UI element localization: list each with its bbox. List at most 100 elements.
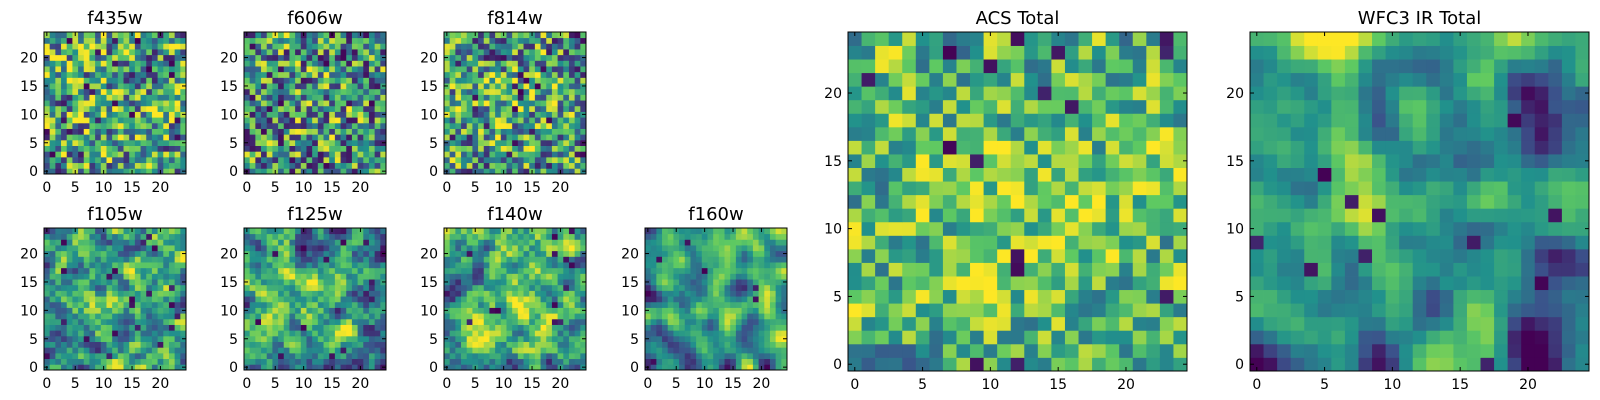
heatmap-cell <box>55 347 62 354</box>
heatmap-cell <box>351 296 358 303</box>
heatmap-cell <box>380 37 387 44</box>
heatmap-cell <box>255 100 262 107</box>
heatmap-cell <box>568 341 576 348</box>
heatmap-cell <box>915 316 930 331</box>
heatmap-cell <box>123 284 130 291</box>
heatmap-cell <box>574 245 581 252</box>
heatmap-cell <box>157 128 164 135</box>
heatmap-cell <box>249 239 256 246</box>
heatmap-cell <box>312 358 319 365</box>
heatmap-cell <box>764 228 771 235</box>
heatmap-cell <box>317 134 324 141</box>
heatmap-cell <box>363 100 370 107</box>
heatmap-cell <box>645 358 652 365</box>
heatmap-cell <box>351 128 358 135</box>
heatmap-cell <box>557 262 564 269</box>
heatmap-cell <box>300 290 307 297</box>
heatmap-cell <box>123 233 130 240</box>
heatmap-cell <box>295 335 302 342</box>
heatmap-cell <box>466 54 473 61</box>
heatmap-cell <box>249 256 256 263</box>
heatmap-cell <box>500 245 507 252</box>
heatmap-cell <box>340 43 347 50</box>
heatmap-cell <box>478 228 485 235</box>
panel-title: f125w <box>287 204 342 225</box>
heatmap-cell <box>140 250 147 257</box>
heatmap-cell <box>323 54 330 61</box>
heatmap-cell <box>329 341 336 348</box>
heatmap-cell <box>134 233 141 240</box>
heatmap-cell <box>551 330 558 337</box>
heatmap-cell <box>506 296 513 303</box>
heatmap-cell <box>574 83 581 90</box>
heatmap-cell <box>146 49 153 56</box>
heatmap-cell <box>278 233 285 240</box>
heatmap-cell <box>295 307 302 314</box>
heatmap-cell <box>72 233 79 240</box>
heatmap-cell <box>557 88 564 95</box>
heatmap-cells <box>444 32 587 175</box>
heatmap-cell <box>380 162 387 169</box>
heatmap-cell <box>323 330 330 337</box>
heatmap-cell <box>140 43 147 50</box>
heatmap-cell <box>455 60 462 67</box>
heatmap-cell <box>500 66 507 73</box>
heatmap-cell <box>679 256 686 263</box>
heatmap-cell <box>134 347 141 354</box>
heatmap-cell <box>523 245 530 252</box>
heatmap-cell <box>523 228 530 235</box>
heatmap-cell <box>255 111 262 118</box>
y-tick-label: 0 <box>429 164 438 180</box>
heatmap-cell <box>758 267 765 274</box>
heatmap-cell <box>489 49 496 56</box>
heatmap-cell <box>512 162 519 169</box>
heatmap-cell <box>163 347 170 354</box>
heatmap-cell <box>696 239 703 246</box>
heatmap-cell <box>444 60 451 67</box>
heatmap-cell <box>701 267 708 274</box>
heatmap-cell <box>574 134 581 141</box>
heatmap-cell <box>340 228 347 235</box>
heatmap-cell <box>289 117 296 124</box>
heatmap-cell <box>489 318 496 325</box>
heatmap-cell <box>472 296 479 303</box>
heatmap-cell <box>112 324 119 331</box>
heatmap-cell <box>758 352 765 360</box>
heatmap-cell <box>495 262 502 269</box>
heatmap-cell <box>724 279 731 286</box>
heatmap-cell <box>266 71 273 78</box>
heatmap-cell <box>106 60 113 67</box>
heatmap-cell <box>1051 208 1066 223</box>
heatmap-cell <box>106 341 113 348</box>
heatmap-cell <box>363 77 370 84</box>
heatmap-cell <box>444 318 451 325</box>
heatmap-cell <box>140 358 147 365</box>
heatmap-cell <box>55 43 62 50</box>
heatmap-cell <box>351 77 358 84</box>
heatmap-cell <box>283 105 290 112</box>
heatmap-cell <box>351 122 358 129</box>
heatmap-cell <box>334 233 341 240</box>
heatmap-cell <box>66 358 73 365</box>
heatmap-cell <box>472 318 479 325</box>
heatmap-cell <box>478 273 485 280</box>
heatmap-cell <box>340 162 347 169</box>
heatmap-cell <box>1119 248 1134 263</box>
heatmap-cell <box>483 352 490 360</box>
heatmap-cell <box>55 290 62 297</box>
heatmap-cell <box>741 262 748 269</box>
heatmap-cell <box>690 239 697 246</box>
heatmap-cell <box>66 318 73 325</box>
heatmap-cell <box>300 335 307 342</box>
heatmap-cell <box>551 307 558 314</box>
heatmap-cell <box>129 313 136 320</box>
heatmap-cell <box>266 239 273 246</box>
heatmap-cell <box>140 128 147 135</box>
heatmap-cell <box>580 284 587 291</box>
heatmap-cell <box>929 316 944 331</box>
heatmap-cell <box>61 284 68 291</box>
heatmap-cell <box>174 228 181 235</box>
heatmap-cell <box>466 318 473 325</box>
heatmap-cell <box>61 105 68 112</box>
heatmap-cell <box>580 49 587 56</box>
